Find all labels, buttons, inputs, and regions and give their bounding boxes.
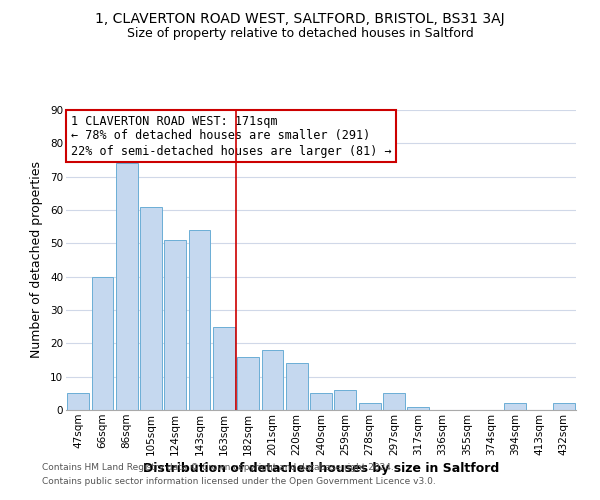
Bar — [383, 394, 405, 410]
Bar — [262, 350, 283, 410]
Bar — [140, 206, 162, 410]
Bar — [67, 394, 89, 410]
Bar — [359, 404, 380, 410]
Text: 1, CLAVERTON ROAD WEST, SALTFORD, BRISTOL, BS31 3AJ: 1, CLAVERTON ROAD WEST, SALTFORD, BRISTO… — [95, 12, 505, 26]
Text: 1 CLAVERTON ROAD WEST: 171sqm
← 78% of detached houses are smaller (291)
22% of : 1 CLAVERTON ROAD WEST: 171sqm ← 78% of d… — [71, 114, 392, 158]
Bar — [310, 394, 332, 410]
Bar — [188, 230, 211, 410]
Bar — [407, 406, 429, 410]
Bar — [334, 390, 356, 410]
Text: Contains public sector information licensed under the Open Government Licence v3: Contains public sector information licen… — [42, 477, 436, 486]
Bar — [237, 356, 259, 410]
Bar — [91, 276, 113, 410]
Text: Size of property relative to detached houses in Saltford: Size of property relative to detached ho… — [127, 28, 473, 40]
Bar — [213, 326, 235, 410]
Bar — [553, 404, 575, 410]
Text: Contains HM Land Registry data © Crown copyright and database right 2024.: Contains HM Land Registry data © Crown c… — [42, 464, 394, 472]
Bar — [116, 164, 137, 410]
Y-axis label: Number of detached properties: Number of detached properties — [30, 162, 43, 358]
Bar — [505, 404, 526, 410]
Bar — [164, 240, 186, 410]
X-axis label: Distribution of detached houses by size in Saltford: Distribution of detached houses by size … — [143, 462, 499, 475]
Bar — [286, 364, 308, 410]
